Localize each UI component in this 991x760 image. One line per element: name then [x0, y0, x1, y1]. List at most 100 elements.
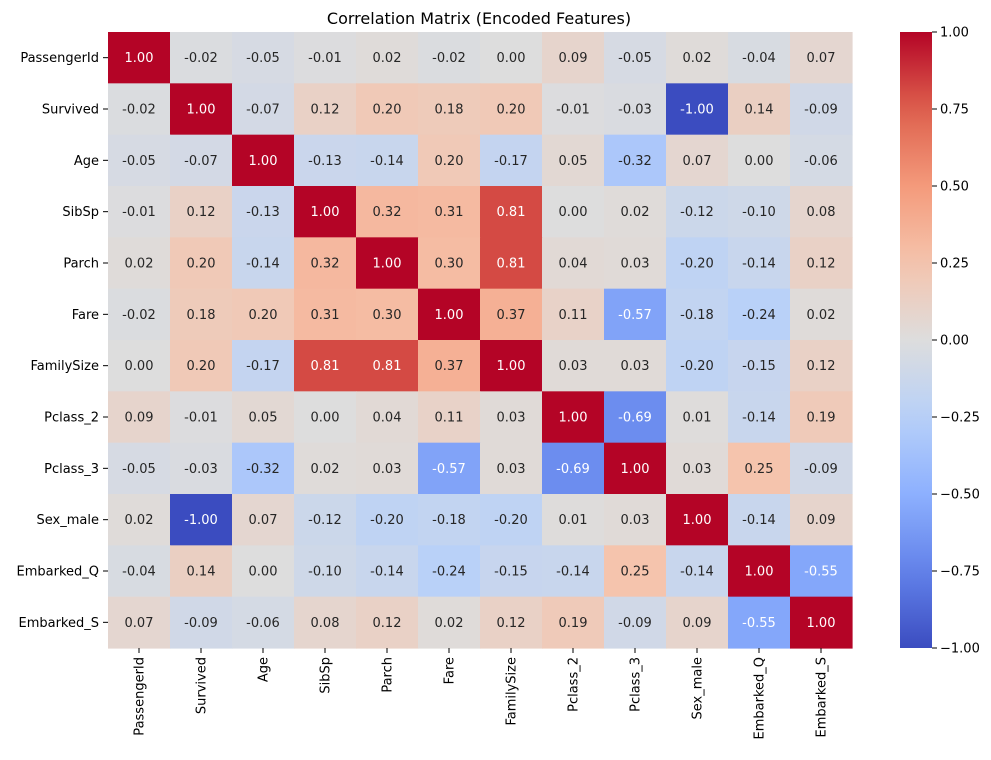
heatmap-cell [480, 596, 543, 649]
colorbar-tick-label: 0.50 [940, 180, 969, 195]
cell-value-label: 1.00 [559, 411, 588, 426]
heatmap-cell [232, 288, 295, 341]
cell-value-label: 0.81 [497, 257, 526, 272]
heatmap-cell [232, 596, 295, 649]
heatmap-cell [170, 237, 233, 290]
y-tick-labels: PassengerId Survived Age SibSp Parch Fare Fami… [17, 51, 108, 631]
y-tick-label: Parch [63, 257, 99, 272]
y-tick-label: Embarked_Q [17, 565, 100, 580]
cell-value-label: 0.00 [497, 51, 526, 66]
heatmap-cell [232, 32, 295, 84]
heatmap-cell [728, 288, 791, 341]
heatmap-cell [604, 391, 667, 444]
heatmap-cell [232, 83, 295, 136]
heatmap-cell [666, 134, 729, 187]
cell-value-label: 0.12 [497, 616, 526, 631]
cell-value-label: 0.03 [373, 462, 402, 477]
cell-value-label: 0.37 [435, 359, 464, 374]
heatmap-cell [790, 340, 853, 392]
x-tick-label: Survived [195, 657, 210, 714]
cell-value-label: -0.55 [804, 565, 838, 580]
heatmap-cell [418, 545, 481, 598]
cell-value-label: 0.30 [435, 257, 464, 272]
heatmap-cell [666, 237, 729, 290]
cell-value-label: 0.00 [559, 205, 588, 220]
cell-value-label: 1.00 [249, 154, 278, 169]
cell-value-label: 0.01 [683, 411, 712, 426]
cell-value-label: -0.14 [680, 565, 714, 580]
heatmap-cell [108, 494, 171, 546]
x-tick-label: Parch [381, 657, 396, 693]
cell-value-label: -0.09 [618, 616, 652, 631]
cell-value-label: -1.00 [680, 103, 714, 118]
heatmap-cell [542, 186, 605, 238]
x-tick-label: Embarked_Q [753, 657, 768, 740]
cell-value-label: 0.02 [683, 51, 712, 66]
heatmap-cell [356, 288, 419, 341]
heatmap-cell [604, 340, 667, 392]
heatmap-cell [480, 134, 543, 187]
cell-value-label: 1.00 [621, 462, 650, 477]
y-tick-label: FamilySize [30, 359, 99, 374]
heatmap-cell [232, 340, 295, 392]
heatmap-cell [666, 340, 729, 392]
cell-value-label: -0.55 [742, 616, 776, 631]
cell-value-label: -0.14 [246, 257, 280, 272]
cell-value-label: -0.57 [432, 462, 466, 477]
cell-value-label: 0.20 [187, 359, 216, 374]
cell-value-label: -0.02 [432, 51, 466, 66]
cell-value-label: -0.15 [494, 565, 528, 580]
heatmap-cell [790, 134, 853, 187]
cell-value-label: 0.25 [621, 565, 650, 580]
heatmap-cell [108, 32, 171, 84]
x-tick-label: Age [257, 657, 272, 682]
heatmap-cell [604, 494, 667, 546]
colorbar-tick-label: −0.25 [940, 411, 980, 426]
heatmap-cell [108, 442, 171, 495]
cell-value-label: 0.12 [311, 103, 340, 118]
cell-value-label: 0.19 [559, 616, 588, 631]
heatmap-cell [294, 545, 357, 598]
cell-value-label: 0.25 [745, 462, 774, 477]
cell-value-label: 0.08 [311, 616, 340, 631]
cell-value-label: -0.14 [556, 565, 590, 580]
heatmap-cell [604, 288, 667, 341]
heatmap-cell [232, 134, 295, 187]
heatmap-cell [108, 545, 171, 598]
chart-title: Correlation Matrix (Encoded Features) [327, 9, 631, 28]
heatmap-cell [356, 442, 419, 495]
y-tick-label: PassengerId [20, 51, 99, 66]
heatmap-cell [356, 134, 419, 187]
heatmap-cell [666, 596, 729, 649]
heatmap-cell [170, 288, 233, 341]
colorbar-tick-label: −1.00 [940, 642, 980, 657]
cell-value-label: 0.09 [807, 513, 836, 528]
cell-value-label: 0.09 [559, 51, 588, 66]
heatmap-cell [294, 134, 357, 187]
heatmap-cell [170, 545, 233, 598]
cell-value-label: 1.00 [187, 103, 216, 118]
y-tick-label: Embarked_S [18, 616, 99, 631]
heatmap-cell [666, 545, 729, 598]
cell-value-label: -0.20 [680, 257, 714, 272]
cell-value-label: -0.05 [122, 154, 156, 169]
cell-value-label: -0.24 [432, 565, 466, 580]
cell-value-label: 0.11 [559, 308, 588, 323]
heatmap-cell [418, 442, 481, 495]
heatmap-cell [170, 32, 233, 84]
heatmap-cell [728, 340, 791, 392]
heatmap-cell [356, 32, 419, 84]
cell-value-label: -0.05 [246, 51, 280, 66]
heatmap-cell [604, 596, 667, 649]
heatmap-cell [728, 442, 791, 495]
heatmap-cell [542, 596, 605, 649]
heatmap-cell [170, 134, 233, 187]
heatmap-cell [294, 442, 357, 495]
cell-value-label: -0.10 [742, 205, 776, 220]
cell-value-label: 0.20 [373, 103, 402, 118]
y-tick-label: Pclass_3 [44, 462, 99, 477]
heatmap-cell [418, 186, 481, 238]
y-tick-label: Survived [42, 103, 99, 118]
cell-value-label: 0.30 [373, 308, 402, 323]
